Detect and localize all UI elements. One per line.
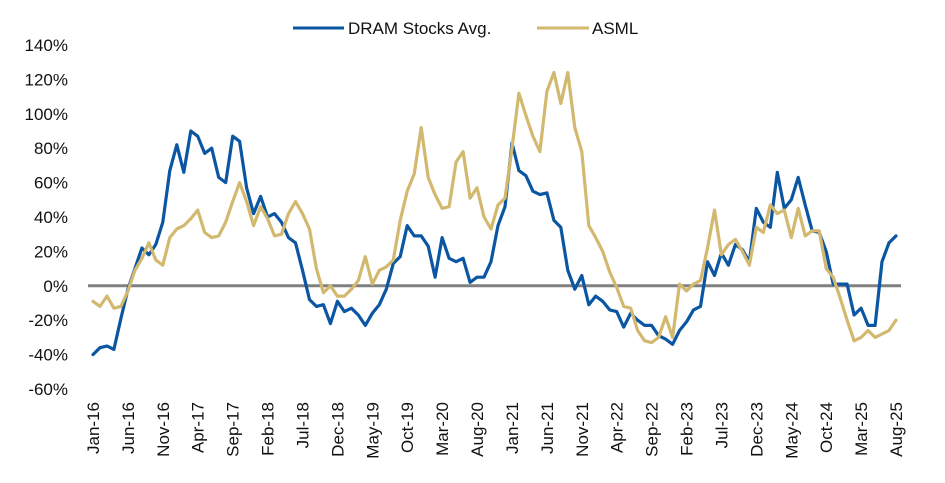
- y-tick-label: 0%: [43, 277, 68, 296]
- y-tick-label: -60%: [28, 380, 68, 399]
- x-tick-label: Aug-20: [468, 402, 487, 457]
- legend-label-dram: DRAM Stocks Avg.: [348, 19, 491, 38]
- x-tick-label: Mar-25: [852, 402, 871, 456]
- x-tick-label: Jan-21: [503, 402, 522, 454]
- series-layer: [91, 70, 898, 357]
- x-tick-label: Aug-25: [887, 402, 906, 457]
- x-tick-label: Apr-22: [608, 402, 627, 453]
- y-tick-label: 60%: [34, 174, 68, 193]
- y-tick-label: 80%: [34, 139, 68, 158]
- x-tick-label: May-19: [363, 402, 382, 459]
- x-axis: Jan-16 Jun-16 Nov-16 Apr-17 Sep-17 Feb-18 Jul-…: [84, 402, 906, 459]
- series-line-asml: [91, 70, 898, 345]
- x-tick-label: Nov-21: [573, 402, 592, 457]
- series-line-dram-stocks-avg: [91, 129, 898, 357]
- x-tick-label: Jan-16: [84, 402, 103, 454]
- y-tick-label: 100%: [25, 105, 68, 124]
- points-asml: [92, 71, 898, 344]
- x-tick-label: Feb-18: [259, 402, 278, 456]
- x-tick-label: Jul-23: [712, 402, 731, 448]
- y-axis: 140% 120% 100% 80% 60% 40% 20% 0% -20% -40% -60%: [25, 36, 68, 399]
- x-tick-label: Dec-23: [747, 402, 766, 457]
- x-tick-label: Jun-21: [538, 402, 557, 454]
- legend: DRAM Stocks Avg. ASML: [293, 19, 638, 38]
- x-tick-label: Mar-20: [433, 402, 452, 456]
- x-tick-label: Sep-17: [224, 402, 243, 457]
- x-tick-label: Feb-23: [678, 402, 697, 456]
- x-tick-label: Oct-19: [398, 402, 417, 453]
- x-tick-label: Sep-22: [643, 402, 662, 457]
- y-tick-label: 140%: [25, 36, 68, 55]
- x-tick-label: Jul-18: [293, 402, 312, 448]
- x-tick-label: Nov-16: [154, 402, 173, 457]
- x-tick-label: May-24: [782, 402, 801, 459]
- y-tick-label: -40%: [28, 346, 68, 365]
- x-tick-label: Oct-24: [817, 402, 836, 453]
- y-tick-label: 20%: [34, 242, 68, 261]
- y-tick-label: -20%: [28, 311, 68, 330]
- x-tick-label: Apr-17: [189, 402, 208, 453]
- x-tick-label: Dec-18: [328, 402, 347, 457]
- legend-label-asml: ASML: [592, 19, 638, 38]
- y-tick-label: 40%: [34, 208, 68, 227]
- y-tick-label: 120%: [25, 70, 68, 89]
- x-tick-label: Jun-16: [119, 402, 138, 454]
